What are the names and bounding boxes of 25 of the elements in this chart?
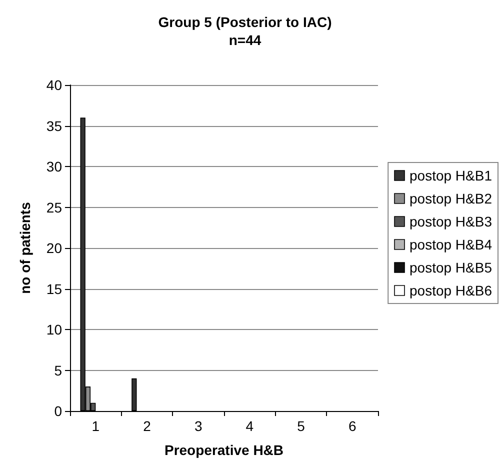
y-tick-label: 5 [54,362,62,378]
y-tick-label: 35 [46,118,62,134]
chart-title: Group 5 (Posterior to IAC) [158,14,332,30]
y-tick-label: 10 [46,322,62,338]
x-tick-label: 1 [92,418,100,434]
y-axis-title: no of patients [17,202,33,294]
legend-label: postop H&B4 [410,236,492,252]
x-tick-label: 5 [297,418,306,434]
legend-label: postop H&B5 [410,260,492,276]
y-tick-label: 40 [46,77,62,93]
chart-subtitle: n=44 [228,32,262,48]
y-tick-label: 25 [46,199,62,216]
x-tick-label: 2 [143,418,152,434]
x-tick-label: 6 [348,418,356,434]
legend-label: postop H&B6 [410,282,492,298]
legend-label: postop H&B3 [410,214,492,230]
x-axis-title: Preoperative H&B [164,442,284,458]
x-tick-label: 3 [194,418,202,434]
y-tick-label: 0 [54,403,62,419]
legend-label: postop H&B1 [410,168,492,184]
x-tick-label: 4 [246,418,254,434]
legend-label: postop H&B2 [410,190,492,206]
y-tick-label: 30 [46,158,62,174]
y-tick-label: 20 [46,240,62,256]
y-tick-label: 15 [46,280,62,297]
